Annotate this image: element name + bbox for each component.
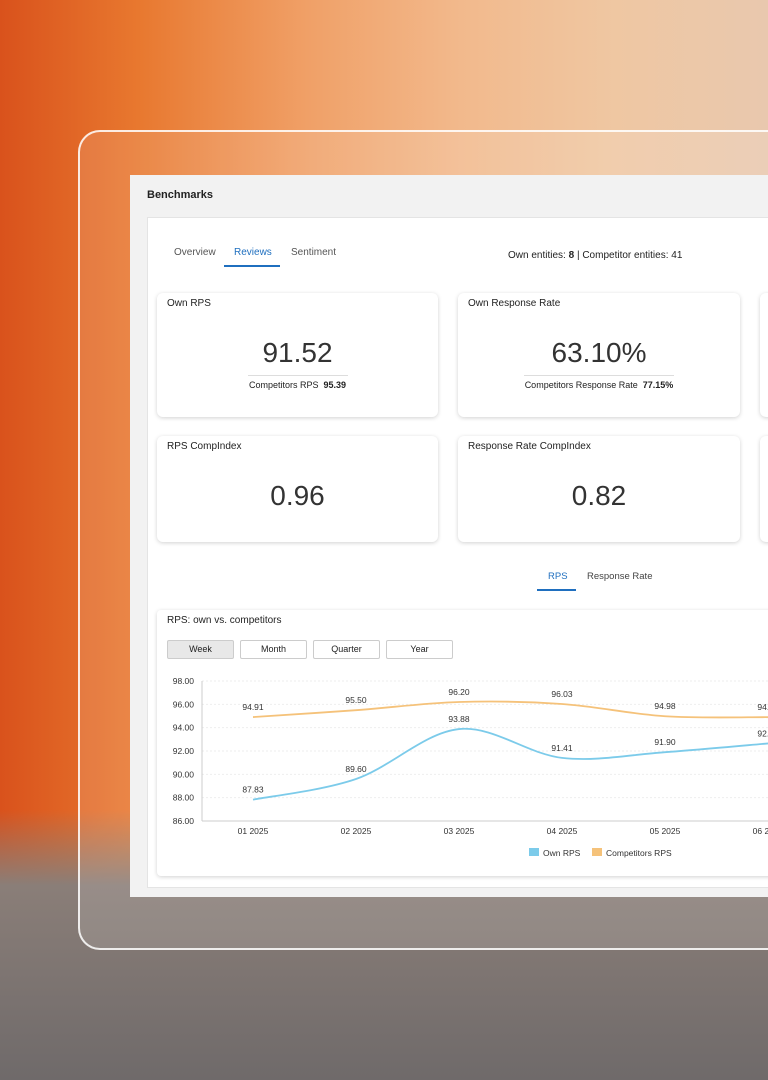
divider [524, 375, 674, 376]
data-label: 94.90 [757, 702, 768, 712]
y-tick-label: 94.00 [173, 723, 195, 733]
data-label: 96.20 [448, 687, 470, 697]
data-label: 96.03 [551, 689, 573, 699]
period-button[interactable]: Quarter [313, 640, 380, 659]
y-tick-label: 92.00 [173, 746, 195, 756]
card-title: RPS CompIndex [167, 441, 242, 452]
value: 8 [568, 250, 575, 261]
x-tick-label: 04 2025 [547, 826, 578, 836]
data-label: 91.41 [551, 743, 573, 753]
line [252, 700, 768, 719]
card-title: Own RPS [167, 298, 211, 309]
legend-swatch [529, 848, 539, 856]
period-button[interactable]: Month [240, 640, 307, 659]
y-tick-label: 86.00 [173, 816, 195, 826]
period-button-active[interactable]: Week [167, 640, 234, 659]
card-sub: Competitors RPS 95.39 [157, 380, 438, 390]
entities: Own entities: 8 | Competitor entities: 4… [508, 250, 682, 261]
data-label: 95.50 [345, 695, 367, 705]
chart: 86.00 88.00 90.00 92.00 94.00 96.00 98.00 01 20… [173, 676, 768, 858]
label: Competitors RPS [248, 380, 319, 390]
page-title: Benchmarks [147, 189, 214, 201]
card-sub: Competitors Response Rate 77.15% [458, 380, 740, 390]
value: 77.15% [642, 380, 674, 390]
value: 41 [671, 250, 683, 261]
label: Own entities: [508, 250, 566, 261]
line [252, 727, 768, 801]
y-tick-label: 88.00 [173, 793, 195, 803]
data-label: 92.65 [757, 728, 768, 738]
card-value: 91.52 [262, 337, 333, 368]
card-title: Own Response Rate [468, 298, 561, 309]
chart-tab-active[interactable]: RPS [548, 571, 568, 582]
tab-underline [224, 265, 280, 267]
data-label: 91.90 [654, 737, 676, 747]
data-label: 94.98 [654, 701, 676, 711]
label: Competitors Response Rate [524, 380, 638, 390]
separator: | [576, 250, 580, 261]
card-value: 63.10% [551, 337, 647, 368]
x-tick-label: 05 2025 [650, 826, 681, 836]
card-title: Response Rate CompIndex [468, 441, 591, 452]
y-tick-label: 98.00 [173, 676, 195, 686]
legend-swatch [592, 848, 602, 856]
x-tick-label: 01 2025 [238, 826, 269, 836]
data-label: 94.91 [242, 702, 264, 712]
tab-underline [537, 589, 576, 591]
y-tick-label: 96.00 [173, 699, 195, 709]
period-button[interactable]: Year [386, 640, 453, 659]
chart-title: RPS: own vs. competitors [167, 615, 282, 626]
card: Own Response Rate 63.10% Competitors Res… [458, 293, 740, 417]
value: 95.39 [323, 380, 347, 390]
card-value: 0.96 [270, 480, 325, 511]
x-tick-label: 02 2025 [341, 826, 372, 836]
card-value: 0.82 [571, 480, 627, 511]
legend-label: Own RPS [543, 848, 581, 858]
card [760, 436, 768, 542]
x-tick-label: 03 2025 [444, 826, 475, 836]
tab-active[interactable]: Reviews [234, 247, 272, 258]
data-label: 93.88 [448, 714, 470, 724]
data-label: 89.60 [345, 764, 367, 774]
tab[interactable]: Sentiment [291, 247, 337, 258]
legend-label: Competitors RPS [606, 848, 672, 858]
y-tick-label: 90.00 [173, 769, 195, 779]
divider [248, 375, 348, 376]
tab[interactable]: Overview [174, 247, 216, 258]
card [760, 293, 768, 417]
card: Own RPS 91.52 Competitors RPS 95.39 [157, 293, 438, 417]
card: Response Rate CompIndex 0.82 [458, 436, 740, 542]
x-tick-label: 06 2025 [753, 826, 768, 836]
label: Competitor entities: [582, 250, 669, 261]
chart-tab[interactable]: Response Rate [587, 571, 653, 582]
data-label: 87.83 [242, 785, 264, 795]
card: RPS CompIndex 0.96 [157, 436, 438, 542]
